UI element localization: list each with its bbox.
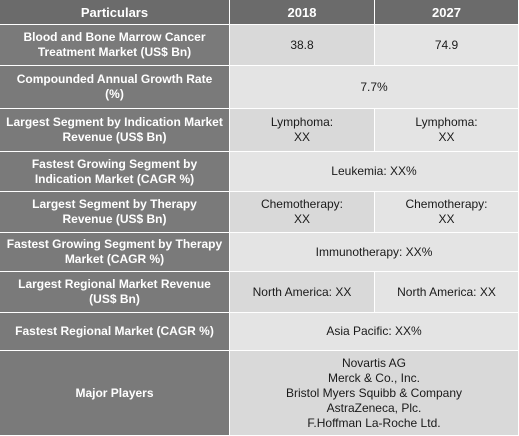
- header-year-2018: 2018: [230, 0, 375, 25]
- row-label: Largest Segment by Indication Market Rev…: [0, 109, 230, 152]
- row-label: Largest Regional Market Revenue (US$ Bn): [0, 272, 230, 313]
- table-row: Compounded Annual Growth Rate (%) 7.7%: [0, 66, 519, 109]
- row-label: Fastest Regional Market (CAGR %): [0, 313, 230, 351]
- header-row: Particulars 2018 2027: [0, 0, 519, 25]
- value-merged: Asia Pacific: XX%: [230, 313, 519, 351]
- table-row: Largest Segment by Therapy Revenue (US$ …: [0, 192, 519, 233]
- major-players-row: Major Players Novartis AG Merck & Co., I…: [0, 351, 519, 436]
- row-label: Fastest Growing Segment by Therapy Marke…: [0, 233, 230, 272]
- row-label: Largest Segment by Therapy Revenue (US$ …: [0, 192, 230, 233]
- table-row: Fastest Regional Market (CAGR %) Asia Pa…: [0, 313, 519, 351]
- value-2018: Lymphoma: XX: [230, 109, 375, 152]
- table-row: Blood and Bone Marrow Cancer Treatment M…: [0, 25, 519, 66]
- value-2027: Chemotherapy: XX: [375, 192, 519, 233]
- value-2027: North America: XX: [375, 272, 519, 313]
- row-label: Fastest Growing Segment by Indication Ma…: [0, 152, 230, 192]
- value-2027: Lymphoma: XX: [375, 109, 519, 152]
- value-merged: 7.7%: [230, 66, 519, 109]
- value-2018: 38.8: [230, 25, 375, 66]
- row-label: Compounded Annual Growth Rate (%): [0, 66, 230, 109]
- table-row: Largest Segment by Indication Market Rev…: [0, 109, 519, 152]
- row-label: Blood and Bone Marrow Cancer Treatment M…: [0, 25, 230, 66]
- value-2018: Chemotherapy: XX: [230, 192, 375, 233]
- header-particulars: Particulars: [0, 0, 230, 25]
- value-merged: Immunotherapy: XX%: [230, 233, 519, 272]
- table-row: Fastest Growing Segment by Therapy Marke…: [0, 233, 519, 272]
- value-merged: Leukemia: XX%: [230, 152, 519, 192]
- major-players-label: Major Players: [0, 351, 230, 436]
- header-year-2027: 2027: [375, 0, 519, 25]
- major-players-list: Novartis AG Merck & Co., Inc. Bristol My…: [230, 351, 519, 436]
- table-row: Largest Regional Market Revenue (US$ Bn)…: [0, 272, 519, 313]
- table-row: Fastest Growing Segment by Indication Ma…: [0, 152, 519, 192]
- value-2027: 74.9: [375, 25, 519, 66]
- value-2018: North America: XX: [230, 272, 375, 313]
